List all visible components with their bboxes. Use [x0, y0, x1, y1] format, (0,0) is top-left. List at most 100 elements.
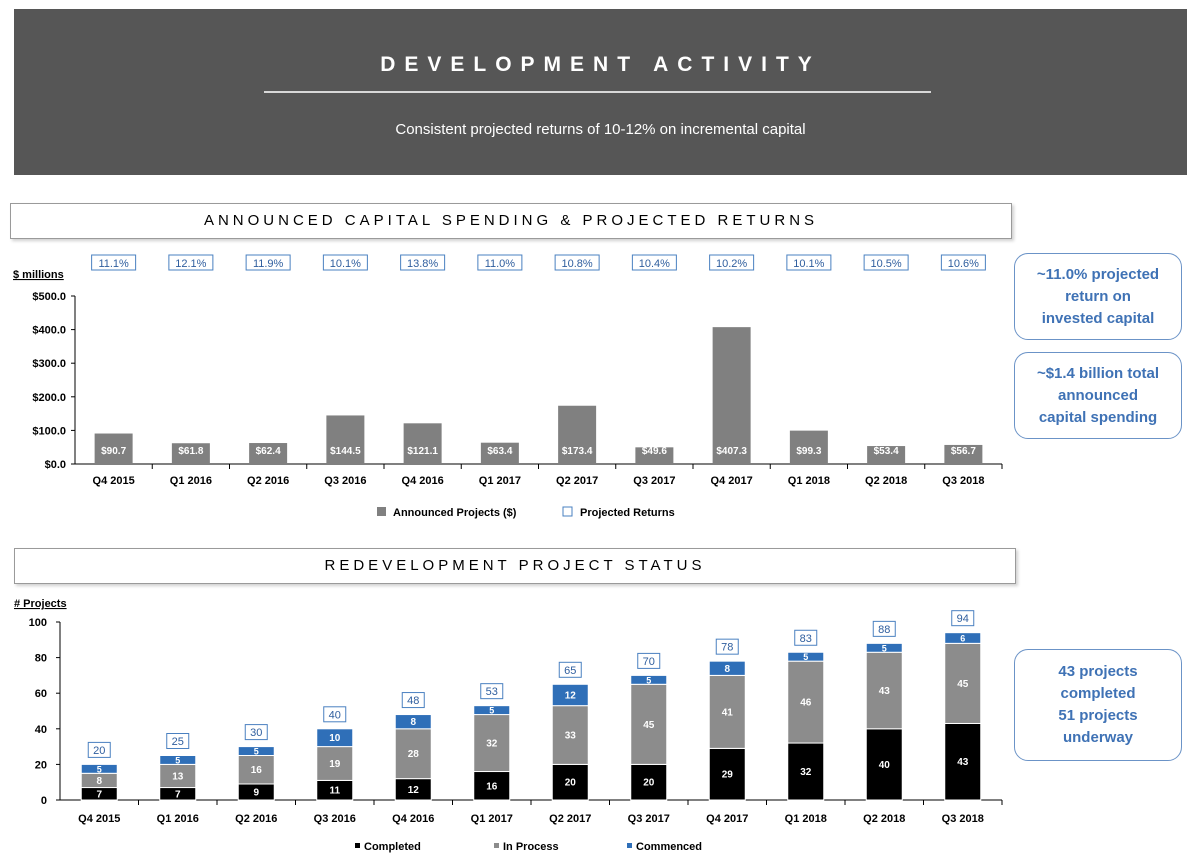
- callout-line: ~11.0% projected: [1036, 265, 1160, 283]
- bar-announced-q3-2017: [635, 447, 674, 464]
- callout-line: ~$1.4 billion total: [1036, 364, 1160, 382]
- total-box: [480, 683, 504, 700]
- x-tick-label: Q3 2017: [633, 475, 675, 487]
- page-subtitle: Consistent projected returns of 10-12% o…: [395, 121, 806, 138]
- bar-announced-q2-2016: [249, 443, 288, 464]
- bar-segment-commenced: [473, 705, 511, 716]
- bar-segment-completed: [708, 747, 746, 801]
- segment-data-label: 8: [96, 776, 102, 787]
- x-tick-label: Q4 2017: [706, 813, 748, 825]
- bar-data-label: $407.3: [716, 446, 747, 457]
- total-label: 20: [93, 745, 105, 757]
- projected-return-box: [322, 254, 368, 271]
- projected-return-box: [245, 254, 291, 271]
- callout-line: underway: [1062, 729, 1134, 746]
- bar-announced-q2-2017: [558, 405, 597, 464]
- x-tick-label: Q2 2017: [549, 813, 591, 825]
- legend-label-completed: Completed: [364, 841, 421, 853]
- x-tick-label: Q4 2015: [93, 475, 135, 487]
- legend-swatch-commenced: [627, 843, 632, 848]
- segment-data-label: 5: [97, 764, 102, 774]
- total-box: [558, 661, 582, 678]
- bar-segment-in-process: [237, 755, 275, 785]
- x-tick-label: Q1 2017: [479, 475, 521, 487]
- segment-data-label: 45: [643, 720, 655, 731]
- x-tick-label: Q1 2017: [471, 813, 513, 825]
- x-tick-label: Q4 2016: [392, 813, 434, 825]
- y-tick-label: 20: [35, 759, 47, 771]
- segment-data-label: 20: [643, 778, 655, 789]
- segment-data-label: 16: [486, 781, 498, 792]
- segment-data-label: 5: [646, 675, 651, 685]
- total-label: 94: [957, 613, 969, 625]
- segment-data-label: 19: [329, 759, 341, 770]
- segment-data-label: 43: [879, 686, 891, 697]
- bar-segment-in-process: [708, 674, 746, 749]
- x-tick-label: Q3 2016: [314, 813, 356, 825]
- segment-data-label: 7: [175, 789, 181, 800]
- segment-data-label: 13: [172, 771, 184, 782]
- segment-data-label: 8: [410, 717, 416, 728]
- bar-segment-in-process: [630, 683, 668, 765]
- bar-announced-q4-2015: [94, 433, 133, 464]
- total-label: 48: [407, 695, 419, 707]
- x-tick-label: Q1 2016: [157, 813, 199, 825]
- bar-segment-completed: [473, 771, 511, 801]
- x-tick-label: Q2 2018: [865, 475, 907, 487]
- projected-return-label: 10.8%: [562, 258, 593, 270]
- bar-data-label: $63.4: [487, 446, 512, 457]
- bar-announced-q3-2016: [326, 415, 365, 464]
- x-tick-label: Q1 2018: [785, 813, 827, 825]
- projected-return-box: [168, 254, 214, 271]
- legend-label-returns: Projected Returns: [580, 507, 675, 519]
- total-label: 30: [250, 727, 262, 739]
- bar-data-label: $121.1: [407, 446, 438, 457]
- segment-data-label: 7: [96, 789, 102, 800]
- y-tick-label: $100.0: [32, 425, 66, 437]
- bar-segment-completed: [944, 722, 982, 801]
- section-title-project-status: REDEVELOPMENT PROJECT STATUS: [14, 548, 1016, 584]
- segment-data-label: 5: [882, 643, 887, 653]
- total-box: [951, 610, 975, 627]
- x-tick-label: Q4 2016: [402, 475, 444, 487]
- bar-segment-commenced: [237, 746, 275, 757]
- callout-line: 51 projects: [1058, 707, 1138, 724]
- total-box: [637, 652, 661, 669]
- legend-swatch-returns: [562, 506, 573, 517]
- x-tick-label: Q3 2018: [942, 475, 984, 487]
- bar-data-label: $173.4: [562, 446, 593, 457]
- projected-return-box: [940, 254, 986, 271]
- y-tick-label: $500.0: [32, 291, 66, 303]
- bar-segment-completed: [630, 763, 668, 801]
- total-box: [872, 620, 896, 637]
- segment-data-label: 9: [253, 787, 259, 798]
- bar-announced-q4-2016: [403, 423, 442, 464]
- total-label: 83: [800, 633, 812, 645]
- segment-data-label: 46: [800, 698, 812, 709]
- bar-data-label: $56.7: [951, 446, 976, 457]
- total-label: 65: [564, 665, 576, 677]
- projected-return-label: 12.1%: [175, 258, 206, 270]
- segment-data-label: 32: [486, 739, 498, 750]
- bar-announced-q1-2016: [171, 443, 210, 464]
- total-label: 40: [329, 709, 341, 721]
- projected-return-box: [863, 254, 909, 271]
- section-title-capital-spending: ANNOUNCED CAPITAL SPENDING & PROJECTED R…: [10, 203, 1012, 239]
- y-tick-label: 80: [35, 653, 47, 665]
- total-label: 25: [172, 736, 184, 748]
- x-tick-label: Q1 2016: [170, 475, 212, 487]
- y-tick-label: $0.0: [45, 459, 66, 471]
- bar-segment-commenced: [865, 642, 903, 653]
- bar-segment-commenced: [80, 763, 118, 774]
- y-tick-label: $400.0: [32, 325, 66, 337]
- bar-announced-q1-2018: [789, 430, 828, 464]
- callout-line: announced: [1057, 386, 1138, 404]
- bar-data-label: $61.8: [178, 446, 203, 457]
- y-axis-title: # Projects: [14, 598, 67, 610]
- total-box: [323, 706, 347, 723]
- total-box: [715, 638, 739, 655]
- total-box: [794, 629, 818, 646]
- callout-line: return on: [1065, 287, 1131, 305]
- y-tick-label: $200.0: [32, 392, 66, 404]
- bar-segment-commenced: [551, 683, 589, 707]
